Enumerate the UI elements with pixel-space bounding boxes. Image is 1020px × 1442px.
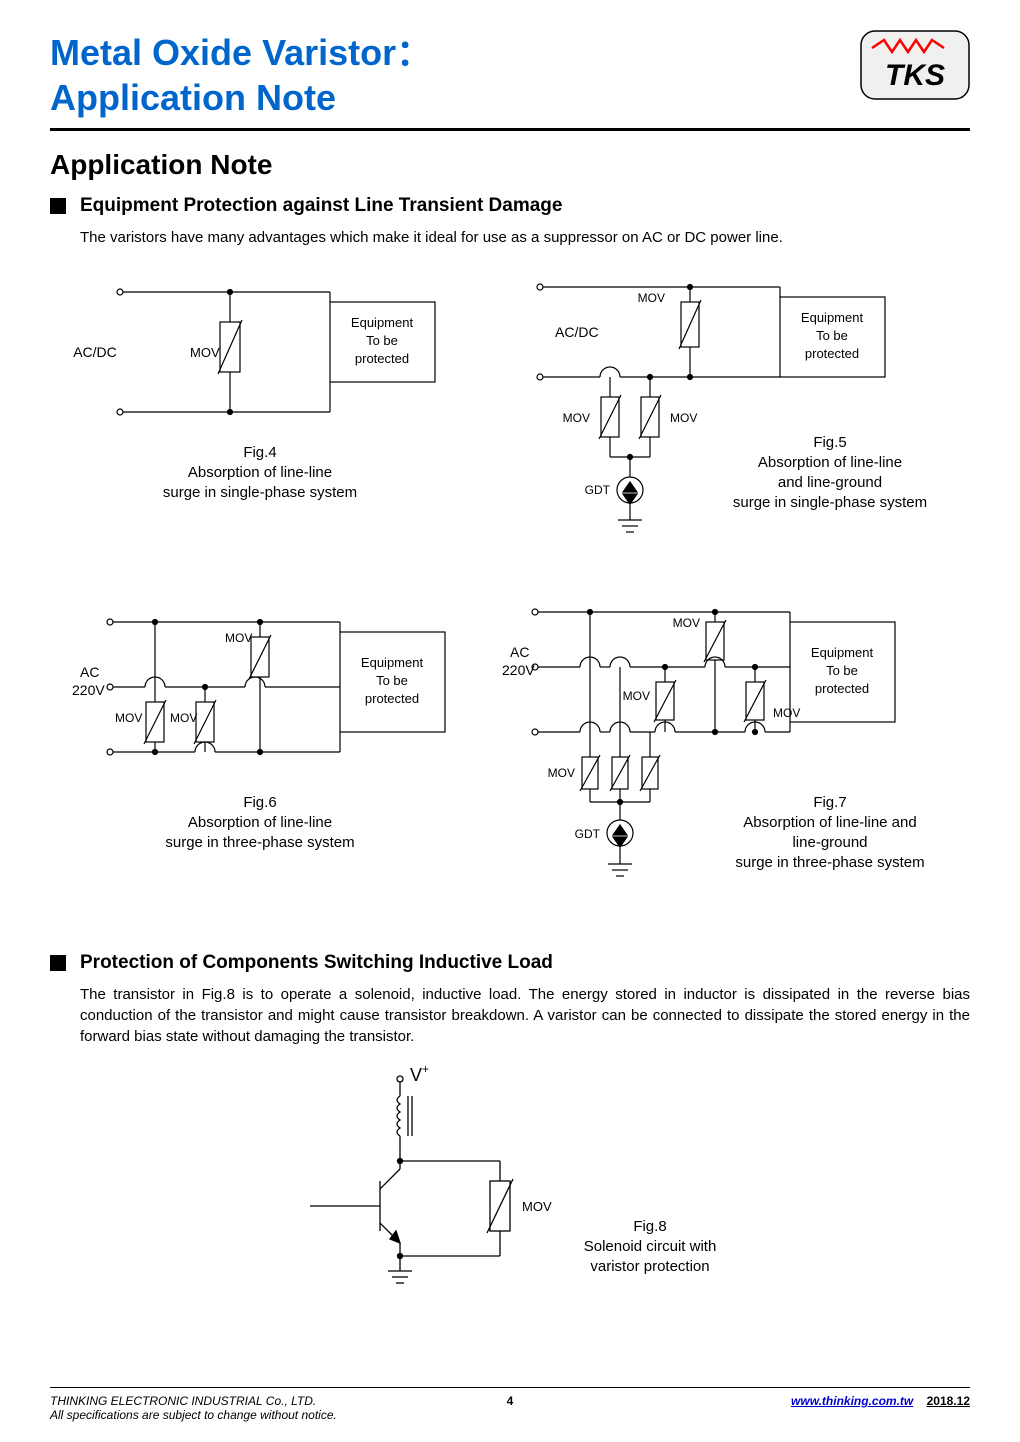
fig6-cap2: Absorption of line-line: [188, 814, 332, 831]
page-footer: THINKING ELECTRONIC INDUSTRIAL Co., LTD.…: [50, 1387, 970, 1422]
fig4-mov-label: MOV: [190, 345, 220, 360]
protection-para: The transistor in Fig.8 is to operate a …: [80, 984, 970, 1047]
fig5-cap2: Absorption of line-line: [758, 454, 902, 471]
fig5-box-l2: To be: [816, 328, 848, 343]
header-title-block: Metal Oxide Varistor： Application Note: [50, 30, 432, 120]
equipment-heading: Equipment Protection against Line Transi…: [80, 195, 562, 217]
fig6-mov3: MOV: [115, 711, 142, 725]
fig7-cap3: line-ground: [792, 834, 867, 851]
fig5-box-l3: protected: [805, 346, 859, 361]
fig6-box-l3: protected: [365, 691, 419, 706]
page-header: Metal Oxide Varistor： Application Note T…: [50, 30, 970, 131]
fig5-source-label: AC/DC: [555, 324, 599, 340]
section-title: Application Note: [50, 149, 970, 181]
fig6-src2: 220V: [72, 682, 105, 698]
fig7-gdt: GDT: [575, 827, 601, 841]
fig7-src1: AC: [510, 644, 529, 660]
fig8-cap2: Solenoid circuit with: [584, 1238, 717, 1255]
fig5-mov-br: MOV: [670, 411, 697, 425]
protection-heading-row: Protection of Components Switching Induc…: [50, 952, 970, 974]
footer-company: THINKING ELECTRONIC INDUSTRIAL Co., LTD.: [50, 1394, 337, 1408]
equipment-intro: The varistors have many advantages which…: [80, 227, 970, 248]
protection-heading: Protection of Components Switching Induc…: [80, 952, 553, 974]
equipment-heading-row: Equipment Protection against Line Transi…: [50, 195, 970, 217]
fig7-cap1: Fig.7: [813, 794, 846, 811]
fig5-gdt: GDT: [585, 483, 611, 497]
header-title-line1: Metal Oxide Varistor：: [50, 30, 432, 75]
company-logo: TKS: [860, 30, 970, 100]
fig8-vplus: V+: [410, 1062, 429, 1085]
fig4-source-label: AC/DC: [73, 344, 117, 360]
fig6-box-l1: Equipment: [361, 655, 424, 670]
fig5-cap1: Fig.5: [813, 434, 846, 451]
logo-text: TKS: [885, 59, 945, 92]
fig4-box-l1: Equipment: [351, 315, 414, 330]
footer-right: www.thinking.com.tw 2018.12: [791, 1394, 970, 1422]
fig7-cap2: Absorption of line-line and: [743, 814, 916, 831]
fig7-cap4: surge in three-phase system: [735, 854, 924, 871]
fig7-mov1: MOV: [673, 616, 700, 630]
fig7-src2: 220V: [502, 662, 535, 678]
footer-left: THINKING ELECTRONIC INDUSTRIAL Co., LTD.…: [50, 1394, 337, 1422]
fig7-box-l1: Equipment: [811, 645, 874, 660]
fig6-cap1: Fig.6: [243, 794, 276, 811]
fig4-diagram: AC/DC MOV Equipment To be protected Fig.…: [60, 262, 460, 522]
footer-date: 2018.12: [927, 1394, 970, 1408]
fig6-box-l2: To be: [376, 673, 408, 688]
fig6-cap3: surge in three-phase system: [165, 834, 354, 851]
fig8-diagram: V+ MOV Fig.8 Solenoid circuit with varis…: [250, 1061, 770, 1301]
fig4-cap2: Absorption of line-line: [188, 464, 332, 481]
fig8-cap3: varistor protection: [590, 1258, 709, 1275]
fig7-diagram: AC 220V MOV MOV MOV MOV GDT Equipment To…: [480, 582, 970, 942]
fig8-cap1: Fig.8: [633, 1218, 666, 1235]
fig4-box-l2: To be: [366, 333, 398, 348]
fig7-mov4: MOV: [548, 766, 575, 780]
fig4-cap3: surge in single-phase system: [163, 484, 357, 501]
fig4-box-l3: protected: [355, 351, 409, 366]
bullet-square-icon: [50, 955, 66, 971]
fig5-diagram: AC/DC MOV MOV MOV GDT Equipment To be pr…: [490, 262, 970, 562]
fig4-cap1: Fig.4: [243, 444, 276, 461]
fig5-cap3: and line-ground: [778, 474, 882, 491]
fig8-wrap: V+ MOV Fig.8 Solenoid circuit with varis…: [50, 1061, 970, 1301]
fig7-mov2: MOV: [623, 689, 650, 703]
fig5-box-l1: Equipment: [801, 310, 864, 325]
footer-url-link[interactable]: www.thinking.com.tw: [791, 1394, 913, 1408]
fig7-mov3: MOV: [773, 706, 800, 720]
header-title-line2: Application Note: [50, 75, 432, 120]
bullet-square-icon: [50, 198, 66, 214]
fig5-cap4: surge in single-phase system: [733, 494, 927, 511]
fig6-diagram: AC 220V MOV MOV MOV Equipment To be prot…: [50, 592, 470, 892]
fig6-mov1: MOV: [225, 631, 252, 645]
fig7-box-l2: To be: [826, 663, 858, 678]
fig5-mov-top: MOV: [638, 291, 665, 305]
fig8-mov: MOV: [522, 1199, 552, 1214]
footer-disclaimer: All specifications are subject to change…: [50, 1408, 337, 1422]
fig7-box-l3: protected: [815, 681, 869, 696]
diagrams-container: AC/DC MOV Equipment To be protected Fig.…: [50, 262, 970, 942]
fig6-mov2: MOV: [170, 711, 197, 725]
fig5-mov-bl: MOV: [563, 411, 590, 425]
fig6-src1: AC: [80, 664, 99, 680]
footer-page-num: 4: [507, 1394, 514, 1408]
